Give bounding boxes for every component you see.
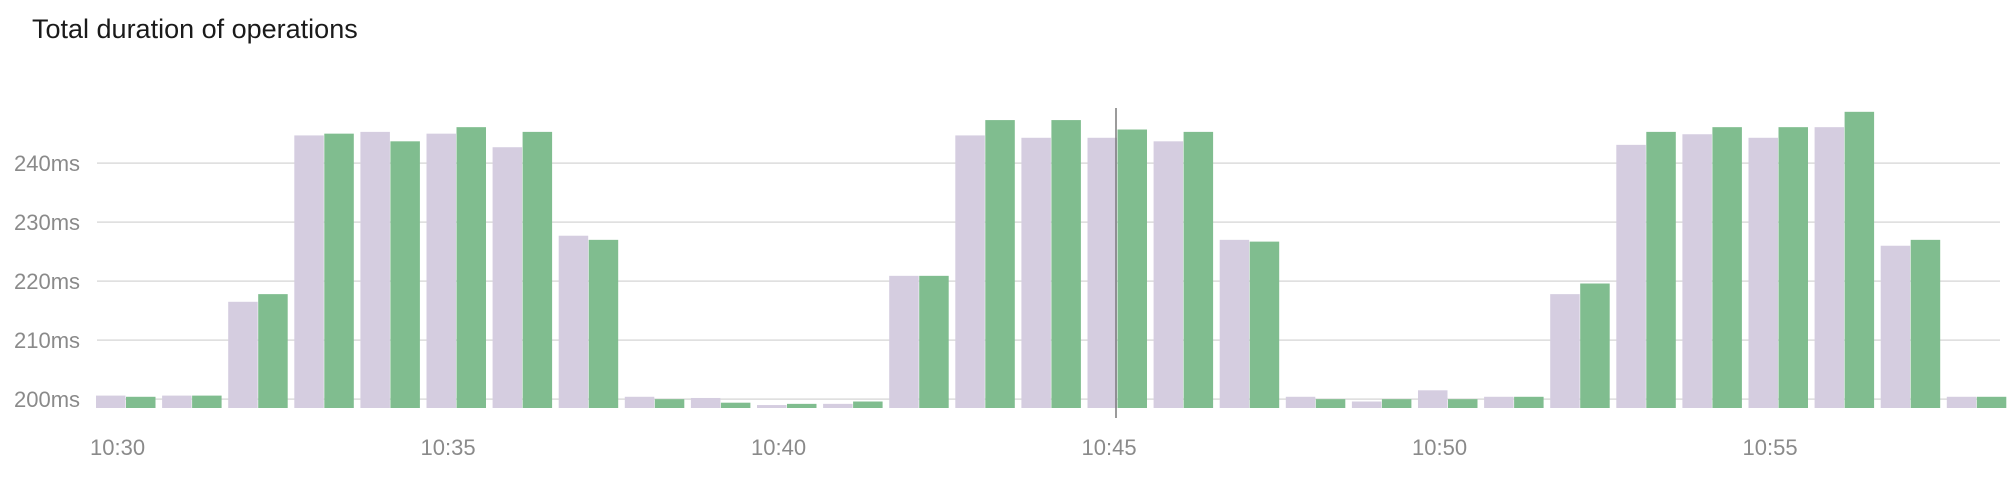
bar-series-1-1032[interactable]: [228, 301, 258, 408]
bar-series-1-1033[interactable]: [294, 135, 324, 409]
bar-series-2-1058[interactable]: [1976, 396, 2007, 408]
bar-series-1-1054[interactable]: [1682, 134, 1712, 409]
bar-series-1-1047[interactable]: [1219, 239, 1250, 408]
bar-series-2-1038[interactable]: [654, 399, 685, 408]
bar-series-2-1053[interactable]: [1646, 131, 1676, 408]
bar-series-1-1055[interactable]: [1748, 137, 1779, 408]
bar-series-1-1035[interactable]: [426, 133, 457, 408]
bar-series-2-1054[interactable]: [1712, 127, 1742, 408]
bar-series-1-1040[interactable]: [757, 405, 787, 408]
bar-series-2-1049[interactable]: [1381, 399, 1412, 408]
bar-series-2-1031[interactable]: [192, 395, 222, 408]
bar-series-1-1036[interactable]: [492, 147, 523, 408]
bar-series-1-1030[interactable]: [96, 395, 126, 408]
bar-series-2-1048[interactable]: [1315, 399, 1346, 408]
y-tick-label: 230ms: [14, 210, 80, 235]
x-tick-label: 10:40: [751, 435, 806, 460]
bar-series-2-1051[interactable]: [1514, 396, 1544, 408]
bar-series-1-1053[interactable]: [1616, 144, 1646, 409]
x-tick-label: 10:35: [421, 435, 476, 460]
bar-series-1-1038[interactable]: [624, 396, 655, 408]
x-tick-label: 10:55: [1743, 435, 1798, 460]
bar-series-2-1043[interactable]: [985, 120, 1015, 408]
bar-series-1-1052[interactable]: [1550, 294, 1580, 408]
y-tick-label: 240ms: [14, 151, 80, 176]
bar-series-2-1055[interactable]: [1778, 127, 1809, 408]
bar-series-2-1035[interactable]: [456, 127, 487, 408]
bar-series-1-1044[interactable]: [1021, 137, 1051, 408]
bar-series-2-1036[interactable]: [522, 131, 553, 408]
bar-series-2-1041[interactable]: [853, 401, 883, 408]
x-tick-label: 10:45: [1082, 435, 1137, 460]
y-tick-label: 200ms: [14, 387, 80, 412]
bar-series-1-1046[interactable]: [1153, 141, 1184, 408]
bar-series-1-1045[interactable]: [1087, 137, 1118, 408]
bar-series-1-1057[interactable]: [1880, 245, 1911, 408]
bar-series-2-1030[interactable]: [126, 396, 156, 408]
bar-series-1-1031[interactable]: [162, 395, 192, 408]
bar-series-1-1048[interactable]: [1285, 396, 1316, 408]
bar-series-1-1043[interactable]: [955, 135, 985, 409]
bar-series-2-1034[interactable]: [390, 141, 420, 408]
bar-series-1-1056[interactable]: [1814, 127, 1845, 408]
bar-series-2-1039[interactable]: [720, 402, 751, 408]
bar-series-2-1047[interactable]: [1249, 241, 1280, 408]
bar-series-2-1057[interactable]: [1910, 239, 1941, 408]
chart-title: Total duration of operations: [32, 14, 358, 44]
bar-series-1-1034[interactable]: [360, 131, 390, 408]
y-tick-label: 210ms: [14, 328, 80, 353]
bar-series-2-1056[interactable]: [1844, 111, 1875, 408]
y-tick-label: 220ms: [14, 269, 80, 294]
bar-series-2-1044[interactable]: [1051, 120, 1081, 408]
bar-series-2-1040[interactable]: [787, 403, 817, 408]
bar-series-2-1050[interactable]: [1448, 399, 1478, 408]
bar-series-2-1037[interactable]: [588, 239, 619, 408]
bar-series-2-1033[interactable]: [324, 133, 354, 408]
x-tick-label: 10:30: [90, 435, 145, 460]
bar-series-2-1042[interactable]: [919, 275, 949, 408]
bar-series-1-1041[interactable]: [823, 403, 853, 408]
bar-series-1-1051[interactable]: [1484, 396, 1514, 408]
bar-series-1-1042[interactable]: [889, 275, 919, 408]
bar-series-2-1045[interactable]: [1117, 129, 1148, 408]
bar-series-2-1052[interactable]: [1580, 283, 1610, 408]
bar-series-2-1046[interactable]: [1183, 131, 1214, 408]
bar-series-1-1037[interactable]: [558, 235, 589, 408]
bar-series-2-1032[interactable]: [258, 294, 288, 408]
bar-series-1-1050[interactable]: [1418, 390, 1448, 408]
bar-series-1-1039[interactable]: [690, 397, 721, 408]
bar-series-1-1049[interactable]: [1351, 401, 1382, 408]
x-tick-label: 10:50: [1412, 435, 1467, 460]
bar-series-1-1058[interactable]: [1946, 396, 1977, 408]
